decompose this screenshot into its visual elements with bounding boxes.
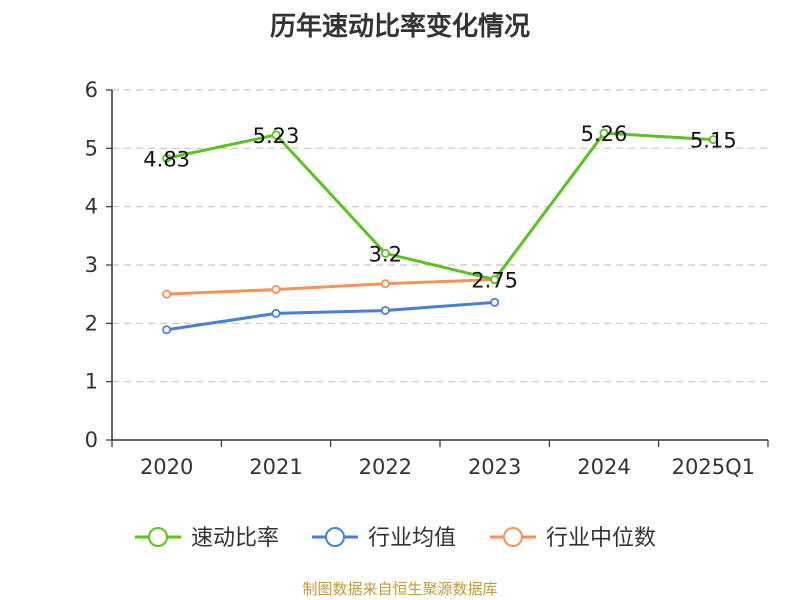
legend-marker (325, 527, 345, 547)
source-note: 制图数据来自恒生聚源数据库 (302, 580, 498, 598)
data-label: 5.23 (253, 124, 300, 148)
data-point (271, 130, 281, 140)
x-tick-label: 2022 (359, 455, 412, 479)
series-line-2 (166, 278, 495, 296)
legend-label: 行业均值 (368, 526, 456, 551)
series-line-0 (166, 131, 714, 282)
x-tick-label: 2025Q1 (672, 455, 755, 479)
legend-marker (503, 527, 523, 547)
y-tick-label: 0 (85, 428, 98, 452)
data-point (380, 305, 390, 315)
x-tick-label: 2020 (140, 455, 193, 479)
y-tick-label: 4 (85, 195, 98, 219)
y-tick-label: 2 (85, 311, 98, 335)
data-point (380, 279, 390, 289)
legend-marker (148, 527, 168, 547)
legend-label: 速动比率 (191, 526, 279, 551)
y-tick-label: 6 (85, 78, 98, 102)
axes: 0 1 2 3 4 5 6 2020 2021 2022 2023 2024 2025Q1 (85, 78, 769, 479)
data-point (490, 275, 500, 285)
data-labels: 4.83 5.23 3.2 2.75 5.26 5.15 (143, 122, 736, 292)
chart-title: 历年速动比率变化情况 (269, 12, 530, 42)
data-point (599, 128, 609, 138)
data-label: 5.15 (690, 129, 737, 153)
x-tick-label: 2021 (249, 455, 302, 479)
data-point (708, 135, 718, 145)
data-point (490, 297, 500, 307)
gridlines (112, 89, 768, 383)
y-tick-label: 5 (85, 136, 98, 160)
data-point (271, 284, 281, 294)
y-tick-label: 3 (85, 253, 98, 277)
data-point (380, 248, 390, 258)
series-lines (162, 128, 718, 335)
legend: 速动比率 行业均值 行业中位数 (135, 526, 656, 551)
x-tick-label: 2023 (468, 455, 521, 479)
legend-label: 行业中位数 (546, 526, 656, 551)
data-label: 3.2 (369, 242, 402, 266)
data-point (162, 289, 172, 299)
data-point (162, 325, 172, 335)
data-label: 5.26 (581, 122, 628, 146)
y-tick-label: 1 (85, 370, 98, 394)
data-point (162, 153, 172, 163)
data-point (271, 308, 281, 318)
x-tick-label: 2024 (577, 455, 630, 479)
series-line-1 (166, 300, 495, 332)
data-label: 2.75 (471, 269, 518, 293)
data-label: 4.83 (143, 147, 190, 171)
